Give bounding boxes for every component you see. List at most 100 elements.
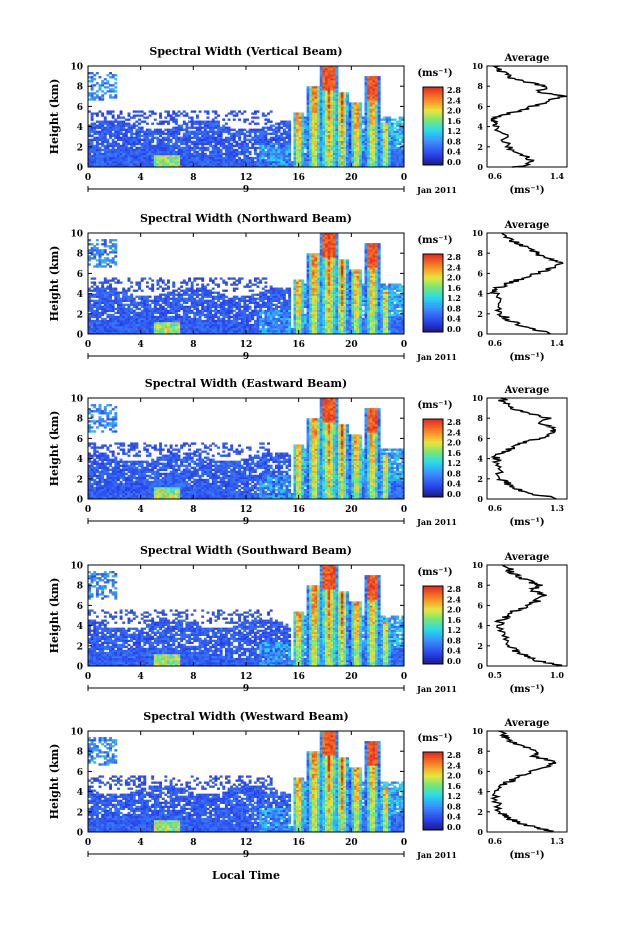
heatmap-cell [156,299,160,302]
heatmap-cell [116,299,120,302]
heatmap-cell [325,122,328,125]
heatmap-cell [288,331,292,335]
heatmap-cell [393,126,397,129]
heatmap-cell [401,126,405,129]
heatmap-cell [140,325,144,329]
heatmap-cell [93,128,97,131]
heatmap-cell [180,146,184,150]
heatmap-cell [272,311,276,315]
heatmap-cell [172,160,176,164]
heatmap-cell [114,249,118,252]
heatmap-cell [274,317,278,321]
heatmap-cell [375,82,378,85]
heatmap-cell [322,138,326,142]
heatmap-cell [159,313,163,317]
heatmap-cell [224,309,228,313]
heatmap-cell [306,144,310,148]
heatmap-cell [95,140,99,144]
heatmap-cell [332,84,336,87]
heatmap-cell [277,128,281,131]
heatmap-cell [232,289,236,292]
heatmap-cell [190,285,194,288]
heatmap-cell [103,251,107,254]
heatmap-cell [348,140,352,144]
heatmap-cell [93,305,97,309]
heatmap-cell [330,108,334,111]
heatmap-cell [209,293,213,296]
heatmap-cell [109,156,112,160]
heatmap-cell [132,138,136,142]
heatmap-cell [288,325,292,329]
heatmap-cell [230,164,234,168]
heatmap-cell [122,120,126,123]
heatmap-cell [332,100,336,103]
heatmap-cell [103,325,107,329]
heatmap-cell [227,331,231,335]
heatmap-cell [372,76,376,79]
heatmap-cell [201,146,205,150]
heatmap-cell [277,156,281,160]
heatmap-cell [193,321,197,325]
heatmap-cell [293,331,297,335]
heatmap-cell [122,124,126,127]
heatmap-cell [319,66,323,69]
heatmap-cell [301,160,305,164]
heatmap-cell [95,315,99,319]
heatmap-cell [206,311,210,315]
heatmap-cell [88,319,91,323]
heatmap-cell [375,118,378,121]
heatmap-cell [111,319,115,323]
colorbar-segment [423,163,443,166]
heatmap-cell [151,112,155,115]
heatmap-cell [119,162,123,166]
heatmap-cell [190,303,194,307]
heatmap-cell [198,327,202,331]
heatmap-cell [164,120,168,123]
heatmap-cell [385,146,389,150]
heatmap-cell [261,126,265,129]
heatmap-cell [340,154,344,158]
heatmap-cell [311,124,315,127]
heatmap-cell [98,120,102,123]
heatmap-cell [116,325,120,329]
heatmap-cell [93,287,97,290]
heatmap-cell [261,297,265,300]
heatmap-cell [206,317,210,321]
heatmap-cell [109,319,112,323]
heatmap-cell [109,72,112,75]
heatmap-cell [296,132,299,135]
heatmap-cell [159,160,163,164]
heatmap-cell [138,122,141,125]
heatmap-cell [264,291,268,294]
heatmap-cell [148,114,152,117]
heatmap-cell [109,321,112,325]
heatmap-cell [145,323,149,327]
heatmap-cell [322,160,326,164]
heatmap-cell [90,323,94,327]
heatmap-cell [298,120,302,123]
heatmap-cell [269,311,273,315]
heatmap-cell [143,156,147,160]
heatmap-cell [401,152,405,156]
heatmap-cell [232,295,236,298]
heatmap-cell [390,150,394,154]
avg-y-tick-label: 10 [472,61,484,71]
heatmap-cell [217,305,220,309]
heatmap-cell [167,144,170,148]
heatmap-cell [377,136,381,140]
heatmap-cell [367,114,371,117]
heatmap-cell [164,162,168,166]
heatmap-cell [206,130,210,133]
heatmap-cell [253,142,257,146]
heatmap-cell [106,164,110,168]
heatmap-cell [343,132,347,135]
heatmap-cell [348,154,352,158]
heatmap-cell [172,317,176,321]
heatmap-cell [232,323,236,327]
heatmap-cell [145,311,149,315]
heatmap-cell [372,92,376,95]
heatmap-cell [314,160,318,164]
heatmap-cell [109,110,112,113]
heatmap-cell [272,124,276,127]
heatmap-cell [272,309,276,313]
